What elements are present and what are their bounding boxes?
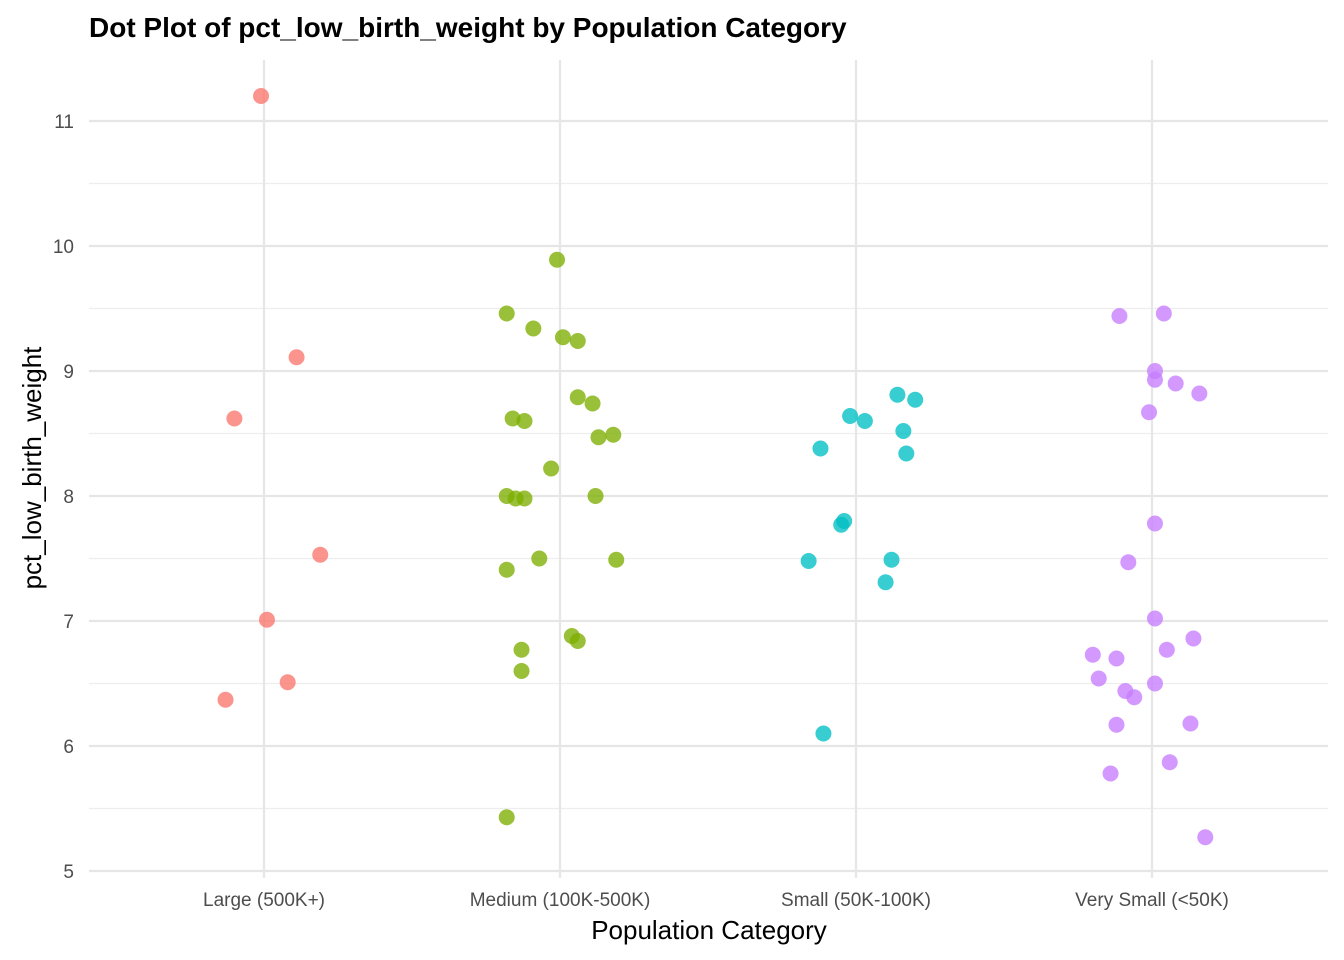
data-point [1185,630,1202,647]
data-point [569,389,586,406]
y-axis-title: pct_low_birth_weight [17,346,47,590]
gridlines [89,60,1328,878]
data-point [513,641,530,658]
data-point [513,663,530,679]
data-point [1191,385,1208,402]
data-point [1108,716,1125,733]
y-tick-label: 9 [63,362,74,383]
data-point [516,490,533,507]
data-point [1146,675,1163,692]
data-point [842,408,859,424]
data-point [258,611,275,628]
y-tick-label: 11 [54,112,74,133]
data-point [1146,371,1163,388]
data-point [253,88,270,104]
data-point [498,305,515,322]
data-point [516,413,533,429]
data-point [217,691,234,708]
data-point [590,429,607,446]
data-point [543,460,560,477]
x-tick-label: Large (500K+) [203,890,325,911]
data-point [288,349,305,366]
x-tick-label: Small (50K-100K) [781,890,931,911]
data-point [1182,715,1199,732]
data-point [898,445,915,462]
data-point [1155,305,1172,322]
data-point [312,546,329,563]
data-point [498,561,515,578]
data-point [1090,670,1107,687]
data-point [549,251,566,268]
data-point [1120,554,1137,571]
data-point [1102,765,1119,782]
data-point [1084,646,1101,663]
data-point [554,329,571,346]
data-point [531,550,548,567]
data-point [1167,375,1184,392]
x-axis-ticks: Large (500K+) Medium (100K-500K) Small (50… [203,890,1229,911]
data-point [1197,829,1214,846]
y-axis-ticks: 5 6 7 8 9 10 11 [53,112,74,883]
data-point [587,488,604,504]
y-tick-label: 7 [63,612,74,633]
data-point [907,391,924,408]
y-tick-label: 6 [63,737,74,758]
data-point [889,386,906,403]
x-axis-title: Population Category [591,915,827,945]
data-point [1126,689,1143,706]
x-tick-label: Very Small (<50K) [1075,890,1229,911]
x-tick-label: Medium (100K-500K) [470,890,651,911]
data-point [1161,754,1178,771]
data-point [525,320,542,337]
data-point [1146,610,1163,627]
data-point [1146,515,1163,532]
data-point [856,413,873,429]
data-point [833,516,850,533]
data-point [1158,641,1175,658]
data-point [812,440,829,457]
chart-title: Dot Plot of pct_low_birth_weight by Popu… [89,12,847,43]
data-point [584,395,601,412]
data-point [608,551,625,568]
data-point [815,725,832,742]
data-point [569,633,586,649]
data-point [1108,650,1125,667]
data-point [226,410,243,427]
data-point [883,551,900,568]
y-tick-label: 8 [63,487,74,508]
data-point [877,574,894,591]
data-point [279,674,296,691]
data-point [895,423,912,439]
y-tick-label: 10 [53,237,74,258]
data-point [800,553,817,569]
data-point [498,809,515,826]
data-point [605,426,622,443]
data-point [569,333,586,349]
y-tick-label: 5 [63,862,74,883]
data-points [217,88,1214,846]
data-point [1141,404,1158,421]
data-point [1111,308,1128,324]
